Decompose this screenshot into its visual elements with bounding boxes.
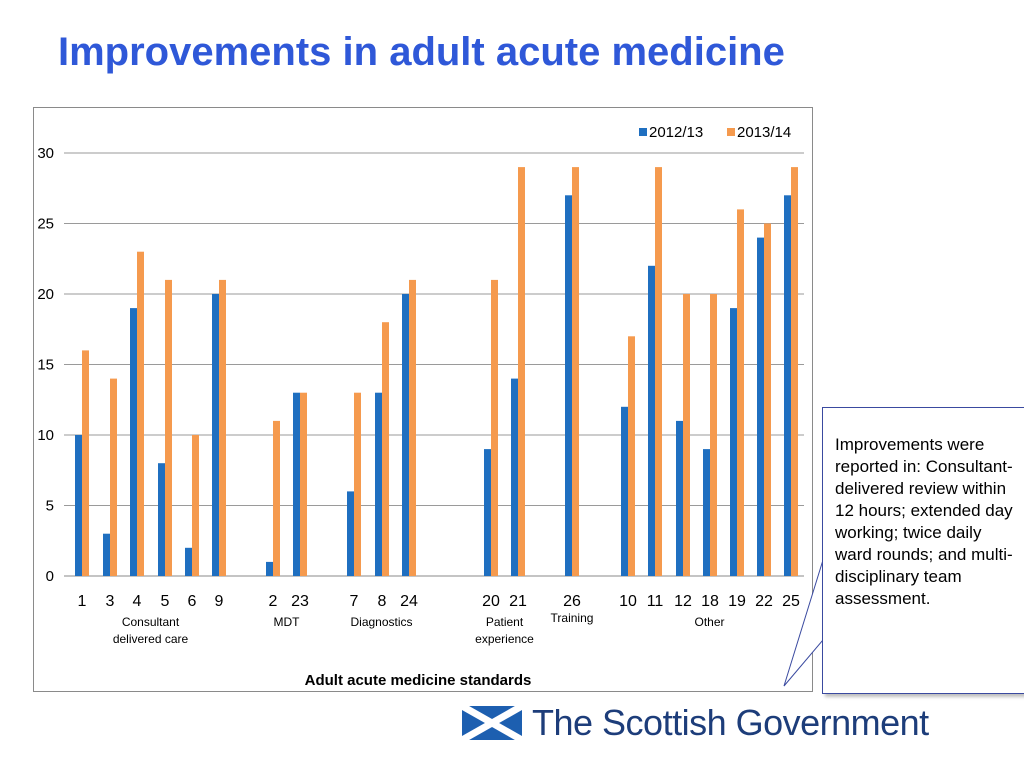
- bar-2013-14-std-26: [572, 167, 579, 576]
- x-tick-label: 26: [563, 593, 581, 610]
- bar-2012-13-std-18: [703, 449, 710, 576]
- x-tick-label: 2: [269, 593, 278, 610]
- bar-2012-13-std-19: [730, 308, 737, 576]
- legend-swatch: [639, 128, 647, 136]
- group-label: Consultant delivered care: [113, 615, 189, 646]
- bar-2012-13-std-7: [347, 491, 354, 576]
- bar-2012-13-std-8: [375, 392, 382, 576]
- x-tick-label: 19: [728, 593, 746, 610]
- bar-2013-14-std-25: [791, 167, 798, 576]
- bar-2012-13-std-1: [75, 435, 82, 576]
- bar-2012-13-std-2: [266, 561, 273, 576]
- x-tick-label: 1: [78, 593, 87, 610]
- x-tick-label: 11: [647, 593, 664, 610]
- y-tick-label: 30: [37, 145, 54, 162]
- y-tick-label: 10: [37, 427, 54, 444]
- bar-2013-14-std-18: [710, 294, 717, 576]
- bar-2013-14-std-9: [219, 279, 226, 576]
- bar-2012-13-std-20: [484, 449, 491, 576]
- y-tick-label: 25: [37, 216, 54, 233]
- bar-2012-13-std-22: [757, 237, 764, 576]
- bar-2013-14-std-3: [110, 378, 117, 576]
- x-tick-label: 18: [701, 593, 719, 610]
- bar-2013-14-std-4: [137, 251, 144, 576]
- bar-2013-14-std-20: [491, 279, 498, 576]
- group-label: MDT: [274, 615, 301, 629]
- legend-label: 2013/14: [737, 124, 791, 141]
- bar-2012-13-std-10: [621, 406, 628, 576]
- y-tick-label: 15: [37, 357, 54, 374]
- x-tick-label: 10: [619, 593, 637, 610]
- x-tick-label: 7: [350, 593, 359, 610]
- x-tick-label: 21: [509, 593, 527, 610]
- x-tick-label: 23: [291, 593, 309, 610]
- bar-2012-13-std-3: [103, 533, 110, 576]
- bar-2013-14-std-5: [165, 279, 172, 576]
- x-tick-label: 5: [161, 593, 170, 610]
- legend-label: 2012/13: [649, 124, 703, 141]
- group-label: Other: [694, 615, 724, 629]
- bar-2012-13-std-25: [784, 195, 791, 577]
- x-tick-label: 4: [133, 593, 142, 610]
- bar-2012-13-std-4: [130, 308, 137, 576]
- logo-text: The Scottish Government: [532, 702, 929, 743]
- bar-2013-14-std-19: [737, 209, 744, 576]
- bar-2012-13-std-5: [158, 463, 165, 576]
- bar-2012-13-std-12: [676, 420, 683, 576]
- x-tick-label: 20: [482, 593, 500, 610]
- x-tick-label: 6: [188, 593, 197, 610]
- bar-2013-14-std-1: [82, 350, 89, 576]
- chart-frame: 0 5 10 15 20 25 30 1 3 4 5 6 9 2 23 7 8 24 20 21 26 10 11 12 18 1…: [33, 107, 813, 692]
- y-tick-label: 0: [46, 568, 54, 585]
- scottish-government-logo: The Scottish Government: [462, 700, 982, 748]
- x-tick-label: 9: [215, 593, 224, 610]
- bar-2012-13-std-26: [565, 195, 572, 577]
- bar-2012-13-std-9: [212, 294, 219, 576]
- x-tick-label: 24: [400, 593, 418, 610]
- group-label: Patient experience: [475, 615, 534, 646]
- bar-2012-13-std-11: [648, 265, 655, 576]
- x-tick-label: 25: [782, 593, 800, 610]
- legend-swatch: [727, 128, 735, 136]
- saltire-flag-icon: [462, 706, 522, 740]
- bar-2013-14-std-11: [655, 167, 662, 576]
- bar-2012-13-std-24: [402, 294, 409, 576]
- bar-2013-14-std-6: [192, 435, 199, 576]
- y-tick-label: 5: [46, 498, 54, 515]
- bar-2013-14-std-22: [764, 223, 771, 576]
- x-tick-label: 22: [755, 593, 773, 610]
- bar-2013-14-std-12: [683, 294, 690, 576]
- x-axis-title: Adult acute medicine standards: [305, 672, 532, 689]
- bar-2012-13-std-21: [511, 378, 518, 576]
- bar-chart: 0 5 10 15 20 25 30 1 3 4 5 6 9 2 23 7 8 24 20 21 26 10 11 12 18 1…: [37, 124, 804, 689]
- callout-box: Improvements were reported in: Consultan…: [822, 407, 1024, 694]
- bar-2013-14-std-7: [354, 392, 361, 576]
- bar-2013-14-std-21: [518, 167, 525, 576]
- bar-2013-14-std-23: [300, 392, 307, 576]
- bar-2013-14-std-2: [273, 420, 280, 576]
- group-label: Diagnostics: [350, 615, 412, 629]
- bar-2012-13-std-23: [293, 392, 300, 576]
- bar-2013-14-std-8: [382, 322, 389, 576]
- x-tick-label: 12: [674, 593, 692, 610]
- x-tick-label: 3: [106, 593, 115, 610]
- bar-2013-14-std-10: [628, 336, 635, 576]
- bar-2012-13-std-6: [185, 547, 192, 576]
- x-tick-label: 8: [378, 593, 387, 610]
- bar-2013-14-std-24: [409, 279, 416, 576]
- slide-title: Improvements in adult acute medicine: [58, 30, 785, 74]
- y-tick-label: 20: [37, 286, 54, 303]
- group-label: Training: [551, 611, 594, 625]
